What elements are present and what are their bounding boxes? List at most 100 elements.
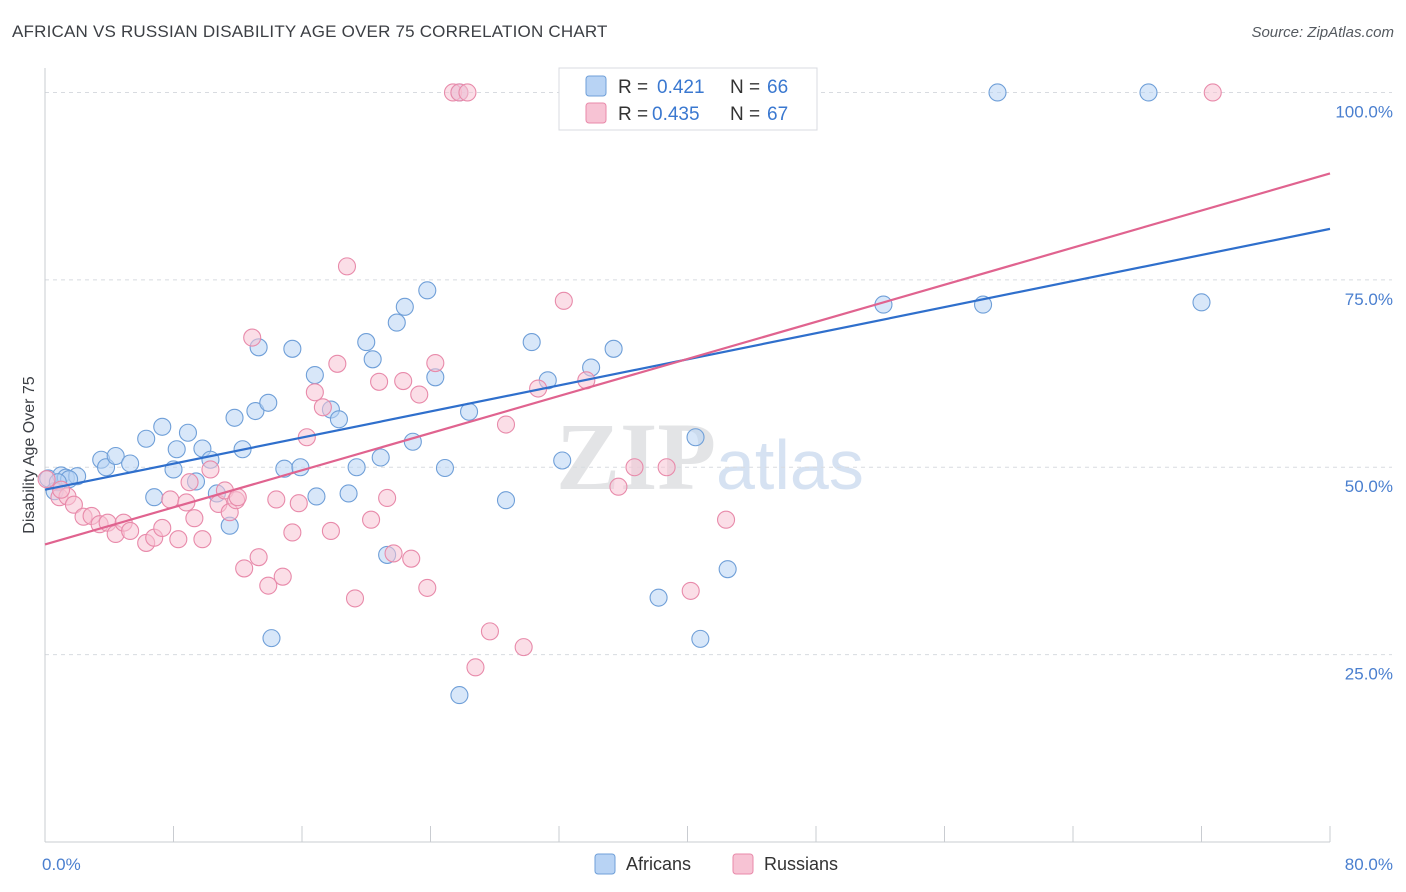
data-point-africans [686,428,705,447]
data-point-russians [337,257,357,276]
data-point-africans [153,417,172,436]
data-point-russians [153,518,172,537]
data-point-africans [225,408,244,427]
data-point-russians [394,371,413,391]
data-point-russians [328,354,347,373]
data-point-africans [496,491,516,510]
legend-r-value-africans: 0.421 [657,77,705,98]
data-point-russians [273,567,292,586]
data-point-russians [418,578,437,597]
data-point-africans [363,350,382,369]
legend-r-value-russians: 0.435 [652,104,700,125]
data-point-africans [604,339,623,358]
data-point-russians [370,372,389,391]
x-tick-label-max: 80.0% [1345,855,1393,874]
data-point-russians [1203,83,1222,102]
data-point-africans [649,588,668,607]
data-point-russians [235,559,254,578]
bottom-legend-swatch-africans [594,853,616,875]
data-point-africans [106,446,125,466]
data-point-russians [384,544,403,563]
legend-n-value-africans: 66 [767,77,788,98]
data-point-russians [64,495,83,514]
data-point-russians [169,530,188,549]
data-point-russians [625,458,644,477]
data-point-africans [988,83,1007,102]
data-point-russians [283,523,302,542]
data-point-russians [185,509,204,528]
y-tick-label: 25.0% [1345,665,1393,684]
data-point-africans [121,454,140,473]
data-point-russians [321,521,340,540]
data-point-russians [514,638,533,657]
legend-r-label-russians: R = [618,104,648,125]
trend-line-russians [44,172,1331,546]
data-point-russians [289,494,308,513]
data-point-africans [357,333,376,352]
data-point-africans [1192,293,1211,312]
data-point-russians [259,576,278,595]
data-point-russians [554,291,573,310]
legend-swatch-africans [585,75,607,97]
data-point-russians [426,354,445,373]
data-point-africans [395,297,414,316]
legend-swatch-russians [585,102,607,124]
trend-lines [44,172,1331,546]
axes: 0.0% 80.0% [42,68,1393,874]
data-point-russians [249,548,268,567]
legend-n-label-russians: N = [730,104,760,125]
data-point-africans [283,339,302,358]
data-point-russians [37,470,56,489]
data-point-russians [121,521,140,540]
data-point-russians [480,622,499,641]
data-point-africans [418,281,437,300]
data-point-russians [177,493,196,512]
data-point-africans [347,458,366,477]
data-point-africans [718,560,737,579]
y-tick-label: 50.0% [1345,477,1393,496]
x-tick-label-min: 0.0% [42,855,81,874]
data-point-russians [243,328,262,347]
data-point-russians [378,488,397,508]
data-point-africans [262,629,281,648]
data-point-russians [466,658,485,677]
data-point-africans [305,365,324,385]
data-point-russians [345,589,365,608]
data-point-africans [307,487,326,506]
data-point-africans [246,401,265,421]
series-africans [39,83,1211,705]
series-legend: Africans Russians [594,853,838,875]
data-point-africans [167,440,186,459]
data-point-africans [178,423,198,442]
data-point-africans [450,686,469,705]
data-point-africans [387,313,406,332]
watermark-atlas: atlas [716,426,864,504]
data-point-africans [329,410,348,429]
watermark-zip: ZIP [556,403,716,510]
data-point-russians [681,581,700,600]
gridlines: 25.0% 50.0% 75.0% 100.0% [45,91,1393,684]
data-point-russians [410,385,429,404]
data-point-russians [313,398,332,417]
bottom-legend-swatch-russians [732,853,754,875]
data-point-russians [716,510,736,529]
data-point-russians [609,477,628,496]
data-point-africans [522,333,541,352]
data-point-africans [145,488,164,507]
data-point-africans [371,448,390,467]
bottom-legend-russians: Russians [764,854,838,874]
data-point-russians [267,490,286,509]
data-point-africans [691,629,710,648]
source-label: Source: ZipAtlas.com [1251,24,1394,41]
data-point-russians [201,460,220,479]
data-point-africans [137,429,156,448]
bottom-legend-africans: Africans [626,854,691,874]
data-point-russians [193,530,212,549]
series-russians [37,83,1222,677]
y-tick-label: 100.0% [1335,102,1393,121]
data-point-russians [362,510,381,529]
data-point-russians [458,83,477,102]
data-point-africans [553,451,572,470]
y-axis-label: Disability Age Over 75 [21,376,38,534]
